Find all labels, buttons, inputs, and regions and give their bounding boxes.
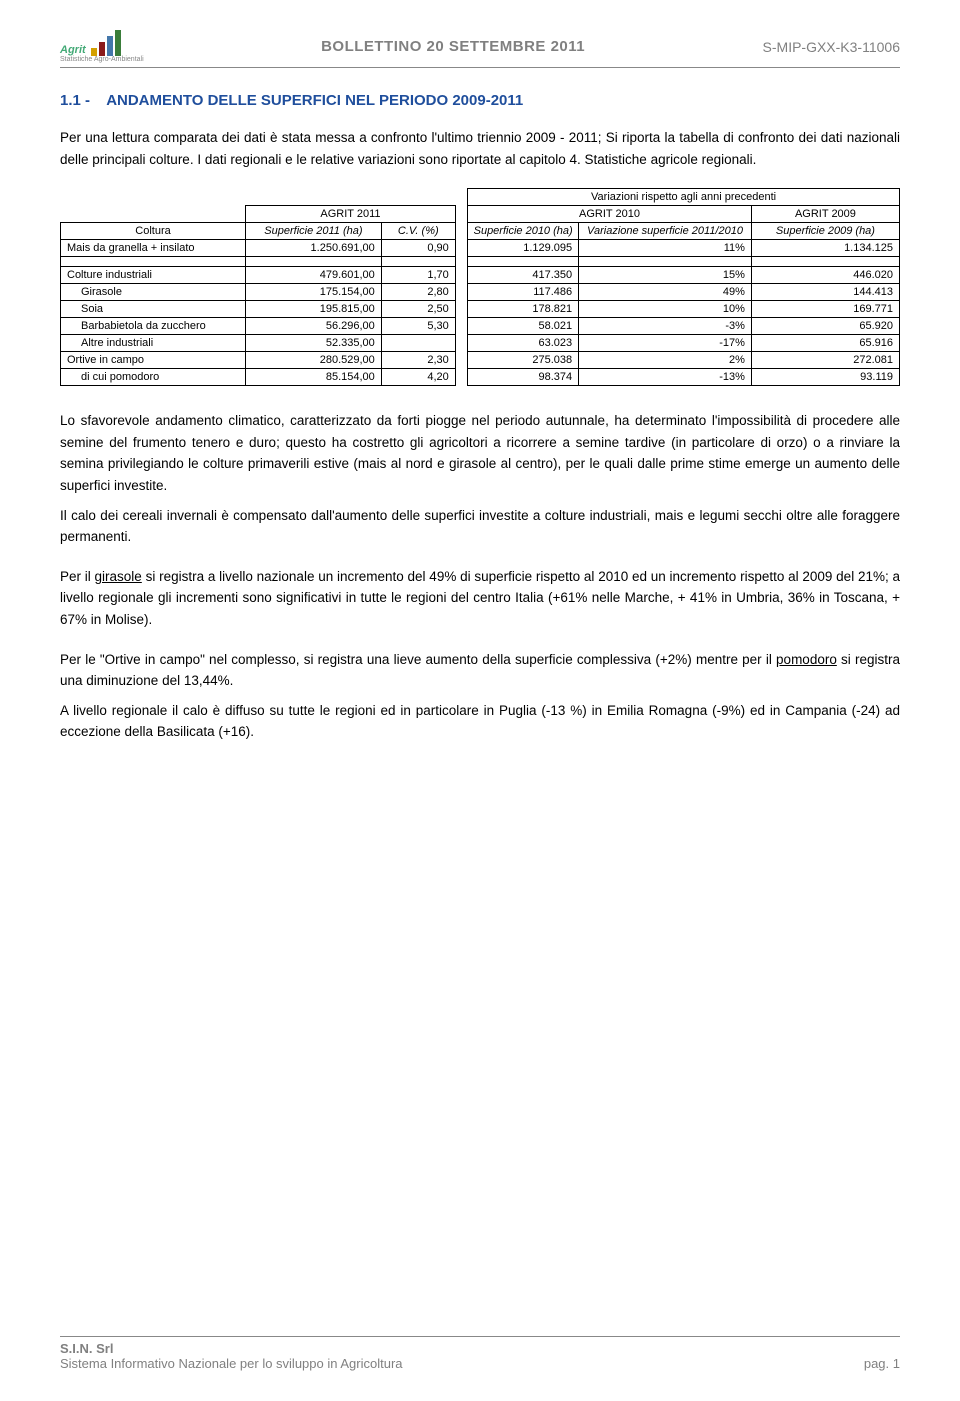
row-cv [381, 335, 455, 352]
row-sup2010: 178.821 [468, 301, 579, 318]
row-sup2010: 417.350 [468, 267, 579, 284]
row-label: Ortive in campo [61, 352, 246, 369]
row-sup2010: 63.023 [468, 335, 579, 352]
table-row: Mais da granella + insilato1.250.691,000… [61, 240, 900, 257]
row-sup2009: 65.916 [751, 335, 899, 352]
col-group-2009: AGRIT 2009 [751, 206, 899, 223]
para5: A livello regionale il calo è diffuso su… [60, 700, 900, 743]
logo-subtitle: Statistiche Agro-Ambientali [60, 56, 144, 63]
para3a: Per il [60, 569, 95, 584]
row-sup2009: 1.134.125 [751, 240, 899, 257]
section-number: 1.1 - [60, 92, 90, 109]
row-sup2009: 65.920 [751, 318, 899, 335]
para3b: si registra a livello nazionale un incre… [60, 569, 900, 627]
page-footer: S.I.N. Srl Sistema Informativo Nazionale… [60, 1336, 900, 1371]
table-row: Barbabietola da zucchero56.296,005,30 58.… [61, 318, 900, 335]
row-var: 11% [579, 240, 752, 257]
row-label: Colture industriali [61, 267, 246, 284]
row-var: 15% [579, 267, 752, 284]
row-sup2011: 52.335,00 [246, 335, 382, 352]
footer-system: Sistema Informativo Nazionale per lo svi… [60, 1356, 403, 1371]
row-cv: 2,50 [381, 301, 455, 318]
row-var: -3% [579, 318, 752, 335]
row-sup2009: 93.119 [751, 369, 899, 386]
table-top-header: Variazioni rispetto agli anni precedenti [468, 189, 900, 206]
row-sup2011: 85.154,00 [246, 369, 382, 386]
page-number: pag. 1 [864, 1356, 900, 1371]
para3-underline: girasole [95, 569, 142, 584]
row-sup2009: 144.413 [751, 284, 899, 301]
data-table: Variazioni rispetto agli anni precedenti… [60, 188, 900, 386]
table-row: di cui pomodoro85.154,004,20 98.374-13%93… [61, 369, 900, 386]
row-sup2010: 98.374 [468, 369, 579, 386]
para2: Il calo dei cereali invernali è compensa… [60, 505, 900, 548]
row-var: 2% [579, 352, 752, 369]
para3: Per il girasole si registra a livello na… [60, 566, 900, 631]
row-var: 10% [579, 301, 752, 318]
document-code: S-MIP-GXX-K3-11006 [763, 39, 900, 55]
row-sup2011: 280.529,00 [246, 352, 382, 369]
logo-text: Agrit [60, 44, 86, 56]
row-sup2011: 1.250.691,00 [246, 240, 382, 257]
row-sup2009: 169.771 [751, 301, 899, 318]
row-cv: 5,30 [381, 318, 455, 335]
row-sup2010: 58.021 [468, 318, 579, 335]
col-var: Variazione superficie 2011/2010 [579, 223, 752, 240]
row-sup2011: 175.154,00 [246, 284, 382, 301]
row-var: 49% [579, 284, 752, 301]
row-label: di cui pomodoro [61, 369, 246, 386]
row-sup2009: 446.020 [751, 267, 899, 284]
table-row: Altre industriali52.335,00 63.023-17%65.9… [61, 335, 900, 352]
para1: Lo sfavorevole andamento climatico, cara… [60, 410, 900, 496]
table-row: Soia195.815,002,50 178.82110%169.771 [61, 301, 900, 318]
col-sup2010: Superficie 2010 (ha) [468, 223, 579, 240]
col-sup2009: Superficie 2009 (ha) [751, 223, 899, 240]
row-sup2011: 195.815,00 [246, 301, 382, 318]
para4-underline: pomodoro [776, 652, 837, 667]
row-cv: 0,90 [381, 240, 455, 257]
row-sup2009: 272.081 [751, 352, 899, 369]
footer-left: S.I.N. Srl Sistema Informativo Nazionale… [60, 1341, 403, 1371]
section-heading: ANDAMENTO DELLE SUPERFICI NEL PERIODO 20… [106, 92, 523, 109]
col-sup2011: Superficie 2011 (ha) [246, 223, 382, 240]
row-label: Mais da granella + insilato [61, 240, 246, 257]
row-cv: 1,70 [381, 267, 455, 284]
col-group-2011: AGRIT 2011 [246, 206, 456, 223]
table-row: Girasole175.154,002,80 117.48649%144.413 [61, 284, 900, 301]
row-cv: 2,80 [381, 284, 455, 301]
logo-bars-icon [91, 30, 121, 56]
row-sup2010: 275.038 [468, 352, 579, 369]
para4: Per le "Ortive in campo" nel complesso, … [60, 649, 900, 692]
row-label: Girasole [61, 284, 246, 301]
row-cv: 2,30 [381, 352, 455, 369]
header-title: BOLLETTINO 20 SETTEMBRE 2011 [144, 38, 763, 55]
row-var: -13% [579, 369, 752, 386]
paragraph-block-3: Per le "Ortive in campo" nel complesso, … [60, 649, 900, 743]
row-label: Barbabietola da zucchero [61, 318, 246, 335]
row-sup2011: 56.296,00 [246, 318, 382, 335]
row-sup2011: 479.601,00 [246, 267, 382, 284]
col-group-2010: AGRIT 2010 [468, 206, 752, 223]
row-cv: 4,20 [381, 369, 455, 386]
row-label: Altre industriali [61, 335, 246, 352]
table-row: Colture industriali479.601,001,70 417.350… [61, 267, 900, 284]
col-cv: C.V. (%) [381, 223, 455, 240]
row-label: Soia [61, 301, 246, 318]
intro-paragraph: Per una lettura comparata dei dati è sta… [60, 127, 900, 170]
page-header: Agrit Statistiche Agro-Ambientali BOLLET… [60, 30, 900, 68]
col-coltura: Coltura [61, 223, 246, 240]
footer-company: S.I.N. Srl [60, 1341, 403, 1356]
row-sup2010: 1.129.095 [468, 240, 579, 257]
row-var: -17% [579, 335, 752, 352]
row-sup2010: 117.486 [468, 284, 579, 301]
table-row: Ortive in campo280.529,002,30 275.0382%27… [61, 352, 900, 369]
section-title: 1.1 - ANDAMENTO DELLE SUPERFICI NEL PERI… [60, 92, 900, 109]
page: Agrit Statistiche Agro-Ambientali BOLLET… [0, 0, 960, 1401]
para4a: Per le "Ortive in campo" nel complesso, … [60, 652, 776, 667]
logo: Agrit Statistiche Agro-Ambientali [60, 30, 144, 63]
paragraph-block-1: Lo sfavorevole andamento climatico, cara… [60, 410, 900, 548]
